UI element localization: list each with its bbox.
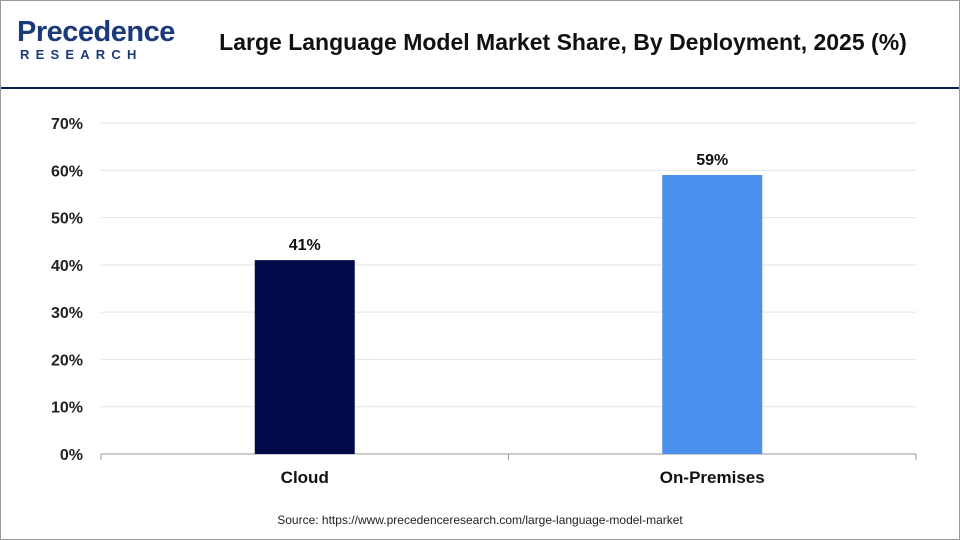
data-label: 41% [289, 237, 321, 254]
y-tick-label: 10% [51, 400, 83, 417]
logo-subtext: RESEARCH [20, 47, 143, 62]
data-label: 59% [696, 152, 728, 169]
y-tick-label: 40% [51, 258, 83, 275]
x-tick-label: Cloud [281, 468, 329, 487]
chart-title: Large Language Model Market Share, By De… [219, 29, 907, 55]
bar-on-premises [662, 175, 763, 454]
bar-chart: 0% 10% 20% 30% 40% 50% 60% 70% 41% Cloud 59% On-Pre… [51, 116, 917, 487]
logo-text: Precedence [17, 16, 175, 48]
header-bar: Precedence RESEARCH Large Language Model… [1, 1, 959, 89]
x-tick-label: On-Premises [660, 468, 765, 487]
bar-cloud [254, 260, 355, 454]
y-tick-label: 0% [60, 447, 83, 464]
source-note: Source: https://www.precedenceresearch.c… [277, 513, 683, 527]
y-tick-label: 50% [51, 211, 83, 228]
y-tick-label: 60% [51, 163, 83, 180]
precedence-research-logo: Precedence RESEARCH [17, 17, 175, 65]
y-tick-label: 70% [51, 116, 83, 133]
y-tick-label: 20% [51, 352, 83, 369]
y-tick-label: 30% [51, 305, 83, 322]
